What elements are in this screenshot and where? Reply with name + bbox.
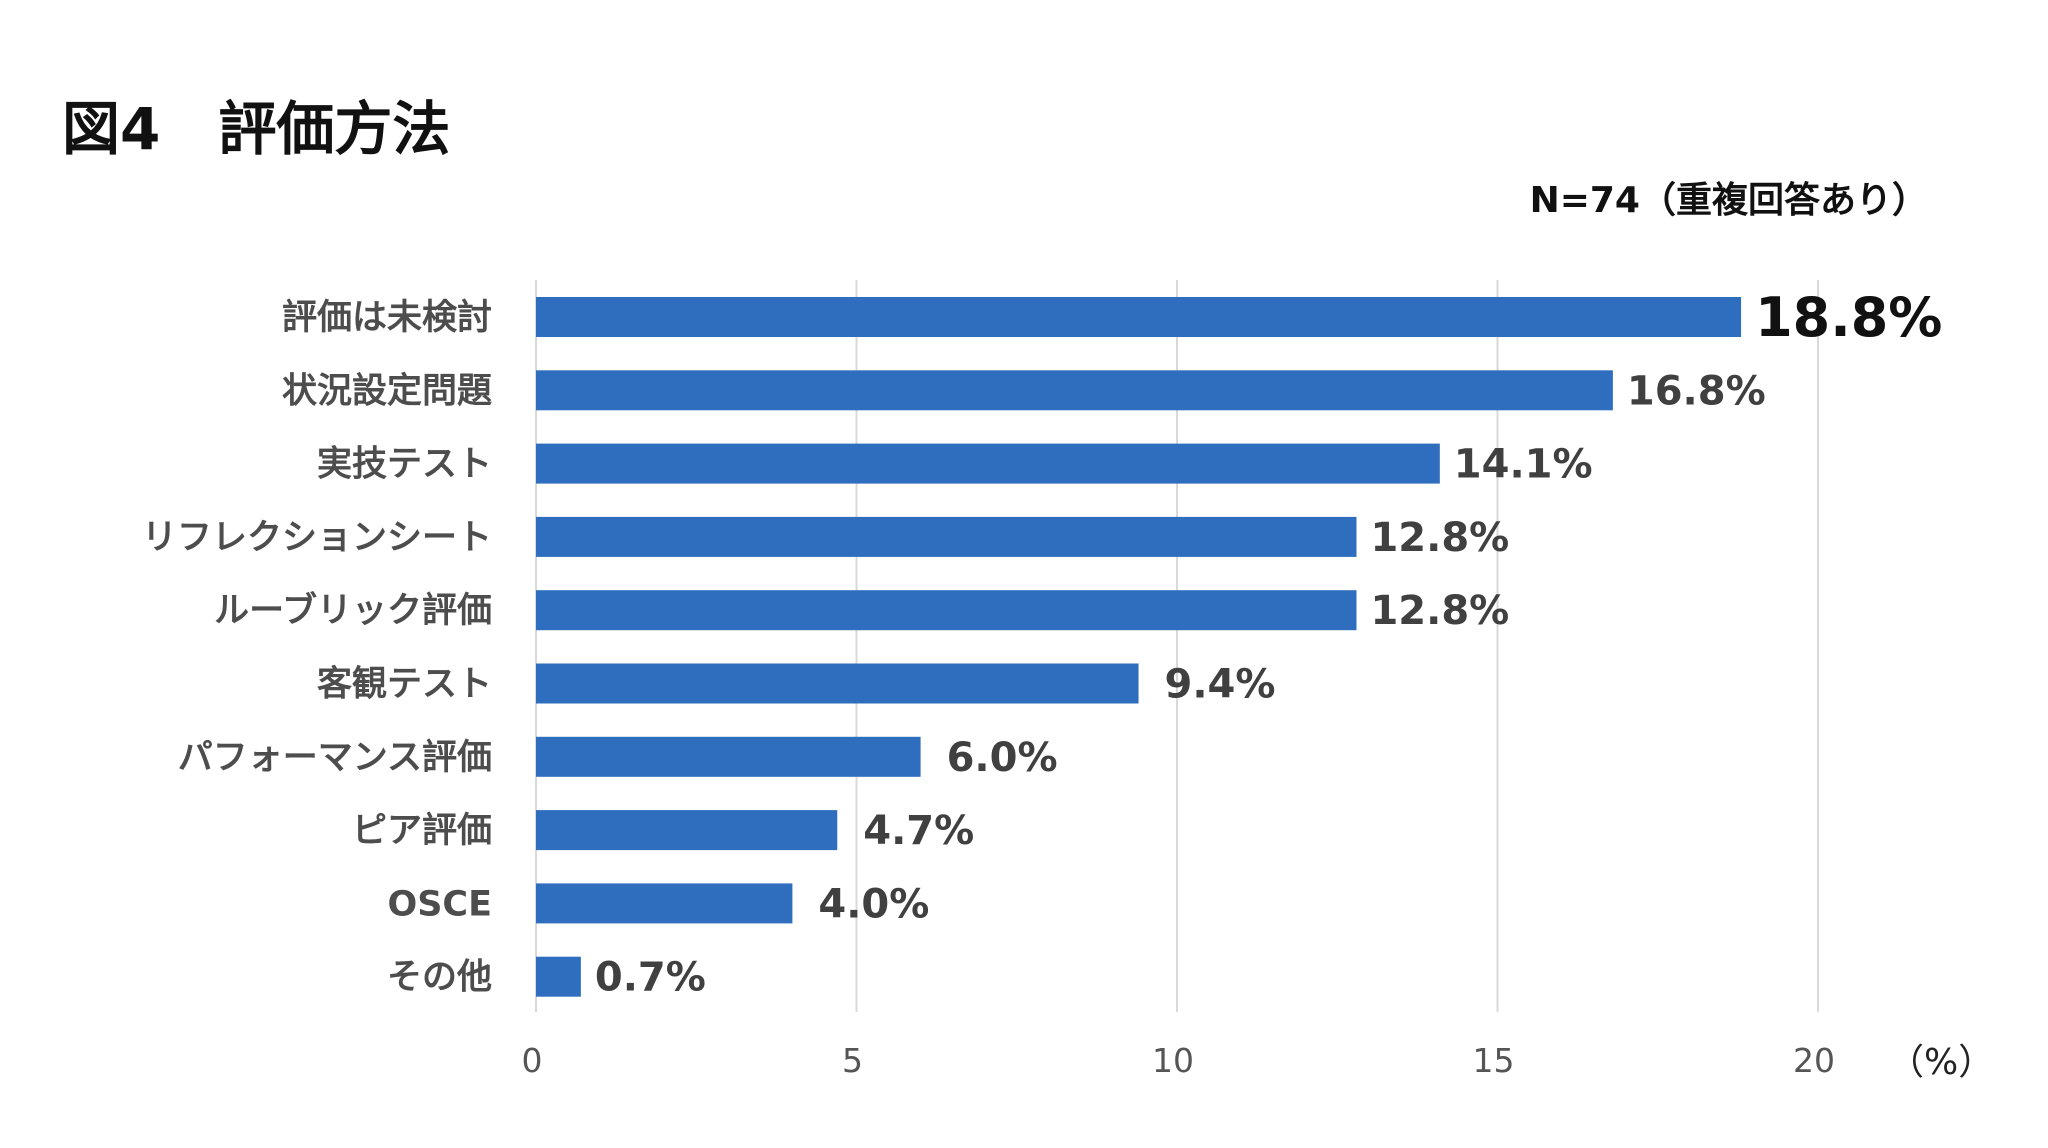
category-label: ルーブリック評価: [214, 590, 492, 631]
category-labels: 評価は未検討状況設定問題実技テストリフレクションシートルーブリック評価客観テスト…: [142, 298, 492, 998]
x-axis-ticks: 0 5 10 15 20: [522, 1041, 1836, 1080]
x-axis-unit: （%）: [1888, 1042, 1994, 1083]
x-tick-label: 15: [1473, 1041, 1515, 1080]
bar: [536, 516, 1357, 557]
value-label: 18.8%: [1755, 286, 1942, 349]
x-tick-label: 10: [1152, 1041, 1194, 1080]
category-label: 客観テスト: [317, 664, 492, 705]
value-label: 0.7%: [595, 955, 706, 1001]
sample-size-note: N=74（重複回答あり）: [1529, 180, 1928, 221]
value-label: 12.8%: [1370, 515, 1509, 561]
bar: [536, 810, 838, 851]
bar: [536, 663, 1139, 704]
x-tick-label: 20: [1793, 1041, 1835, 1080]
bar: [536, 736, 921, 777]
value-label: 4.0%: [818, 881, 929, 927]
bar: [536, 370, 1613, 411]
value-label: 6.0%: [947, 735, 1058, 781]
category-label: パフォーマンス評価: [178, 738, 492, 778]
value-label: 9.4%: [1165, 662, 1276, 708]
bar: [536, 590, 1357, 631]
value-labels: 18.8% 16.8% 14.1% 12.8% 12.8% 9.4% 6.0% 4.7% 4.0…: [595, 286, 1943, 1001]
bar: [536, 443, 1440, 484]
category-label: 状況設定問題: [282, 371, 492, 411]
chart-title: 図4 評価方法: [62, 95, 451, 163]
category-label: 評価は未検討: [282, 298, 492, 338]
category-label: OSCE: [387, 884, 492, 924]
value-label: 16.8%: [1627, 368, 1766, 414]
value-label: 4.7%: [863, 808, 974, 854]
x-tick-label: 5: [842, 1041, 863, 1080]
value-label: 14.1%: [1454, 442, 1593, 488]
category-label: リフレクションシート: [142, 518, 492, 558]
bars: [536, 297, 1742, 997]
bar: [536, 883, 793, 924]
bar: [536, 956, 581, 997]
category-label: ピア評価: [352, 811, 492, 851]
value-label: 12.8%: [1370, 588, 1509, 634]
x-tick-label: 0: [522, 1041, 543, 1080]
category-label: 実技テスト: [317, 445, 492, 485]
bar: [536, 297, 1742, 337]
category-label: その他: [387, 958, 492, 998]
